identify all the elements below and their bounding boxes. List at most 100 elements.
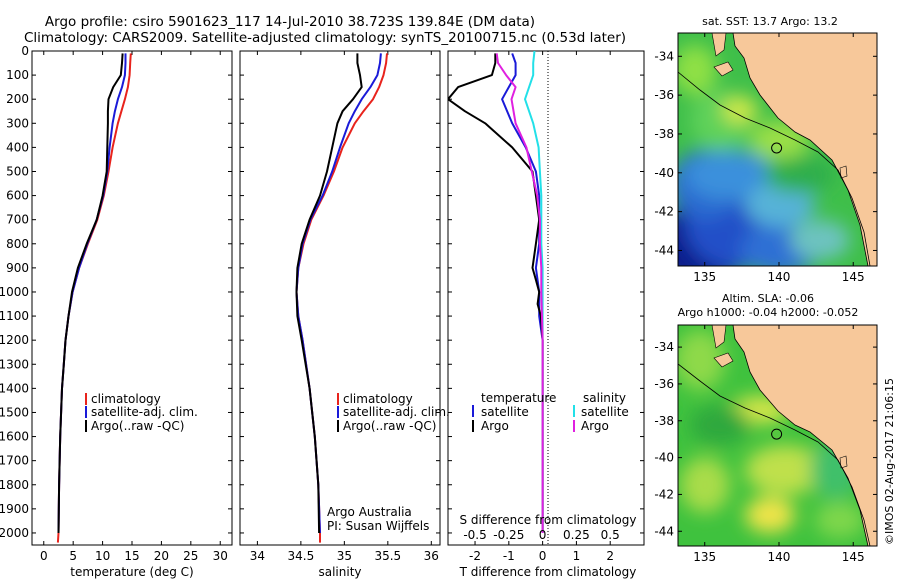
legend-label-t-argo: Argo	[481, 419, 509, 433]
x-tick-label: -1	[503, 549, 515, 563]
lat-tick-label: -38	[654, 414, 674, 428]
temperature-legend: climatology satellite-adj. clim. Argo(..…	[85, 392, 198, 433]
s-tick-label: 0	[539, 528, 547, 542]
sla-map-ticks: 135 140 145 -34 -36 -38 -40 -42 -44	[654, 325, 877, 564]
land-kangaroo-island	[713, 352, 734, 368]
difference-lines	[448, 51, 544, 533]
x-tick-label: 1	[573, 549, 581, 563]
salinity-axes-frame	[239, 50, 441, 546]
x-tick-label: 15	[124, 549, 139, 563]
legend-label-s-argo: Argo	[581, 419, 609, 433]
depth-tick-label: 900	[6, 261, 29, 275]
temperature-ticks: 0 5 10 15 20 25 30	[40, 51, 228, 563]
sst-map-ticks: 135 140 145 -34 -36 -38 -40 -42 -44	[654, 33, 877, 284]
depth-tick-label: 1400	[0, 381, 29, 395]
x-tick-label: 36	[424, 549, 439, 563]
legend-label-climatology: climatology	[91, 392, 161, 406]
salinity-xlabel: salinity	[318, 565, 361, 579]
temperature-axes-frame	[31, 50, 233, 546]
legend-header-salinity: salinity	[583, 391, 626, 405]
land-australia	[732, 325, 877, 546]
lat-tick-label: -44	[654, 243, 674, 257]
x-tick-label: 35.5	[374, 549, 401, 563]
imos-watermark: ©IMOS 02-Aug-2017 21:06:15	[883, 378, 896, 545]
depth-tick-label: 1700	[0, 454, 29, 468]
argo-location-marker	[771, 142, 783, 154]
lon-tick-label: 145	[842, 550, 865, 564]
credit-argo-australia: Argo Australia	[327, 505, 412, 519]
salinity-depth-ticks	[240, 50, 440, 534]
series-line-climatology	[295, 53, 388, 543]
sst-map: sat. SST: 13.7 Argo: 13.2	[654, 15, 878, 284]
depth-tick-label: 1800	[0, 478, 29, 492]
legend-label-s-satellite: satellite	[581, 405, 629, 419]
land-kangaroo-island	[713, 61, 734, 77]
t-difference-xlabel: T difference from climatology	[459, 565, 637, 579]
lon-tick-label: 145	[842, 270, 865, 284]
lat-tick-label: -44	[654, 524, 674, 538]
legend-label-argo: Argo(..raw -QC)	[343, 419, 436, 433]
legend-label-satellite: satellite-adj. clim.	[91, 405, 198, 419]
legend-label-t-satellite: satellite	[481, 405, 529, 419]
sla-map-frame	[677, 324, 878, 547]
sla-map-title-1: Altim. SLA: -0.06	[722, 292, 814, 305]
sst-map-title: sat. SST: 13.7 Argo: 13.2	[702, 15, 838, 28]
lat-tick-label: -38	[654, 127, 674, 141]
legend-label-argo: Argo(..raw -QC)	[91, 419, 184, 433]
x-tick-label: 0	[539, 549, 547, 563]
difference-axes-frame	[447, 50, 645, 546]
series-line-s-argo	[495, 53, 544, 533]
depth-tick-label: 800	[6, 237, 29, 251]
x-tick-label: 30	[213, 549, 228, 563]
s-tick-label: -0.5	[463, 528, 486, 542]
depth-tick-label: 1100	[0, 309, 29, 323]
lon-tick-label: 135	[693, 550, 716, 564]
depth-tick-label: 2000	[0, 526, 29, 540]
argo-location-marker	[771, 428, 783, 440]
lat-tick-label: -36	[654, 377, 674, 391]
depth-tick-label: 1600	[0, 430, 29, 444]
depth-tick-label: 300	[6, 116, 29, 130]
x-tick-label: 5	[69, 549, 77, 563]
land-australia	[732, 33, 877, 266]
depth-tick-label: 400	[6, 140, 29, 154]
lat-tick-label: -34	[654, 340, 674, 354]
s-difference-tick-labels: -0.5 -0.25 0 0.25 0.5	[463, 528, 619, 542]
title-line-1: Argo profile: csiro 5901623_117 14-Jul-2…	[45, 14, 535, 30]
difference-panel: -2 -1 0 1 2 S difference from climatology -0…	[447, 50, 645, 579]
difference-depth-ticks	[448, 50, 644, 534]
temperature-xlabel: temperature (deg C)	[70, 565, 193, 579]
lat-tick-label: -40	[654, 166, 674, 180]
x-tick-label: 35	[337, 549, 352, 563]
depth-tick-label: 700	[6, 213, 29, 227]
series-line-satellite-adj-clim-	[295, 53, 382, 534]
series-line-argo-raw-qc-	[57, 53, 124, 534]
series-line-argo-raw-qc-	[295, 53, 363, 534]
sla-field	[678, 325, 877, 546]
lat-tick-label: -42	[654, 487, 674, 501]
depth-tick-label: 1500	[0, 405, 29, 419]
lon-tick-label: 140	[768, 550, 791, 564]
legend-label-satellite: satellite-adj. clim.	[343, 405, 450, 419]
salinity-legend: climatology satellite-adj. clim. Argo(..…	[337, 392, 450, 433]
difference-ticks: -2 -1 0 1 2	[469, 51, 614, 563]
lon-tick-label: 140	[768, 270, 791, 284]
x-tick-label: 10	[95, 549, 110, 563]
depth-ticks: 0 100 200 300 400 500 600 700 800 900 1000 1100 1200…	[0, 44, 232, 540]
sla-map: Altim. SLA: -0.06 Argo h1000: -0.04 h200…	[654, 292, 878, 564]
depth-tick-label: 500	[6, 164, 29, 178]
temperature-panel: 0100200300400500600700800900100011001200…	[0, 44, 233, 579]
series-line-satellite-adj-clim-	[57, 53, 127, 534]
depth-tick-label: 100	[6, 68, 29, 82]
sst-map-frame	[677, 32, 878, 267]
depth-tick-label: 1900	[0, 502, 29, 516]
legend-header-temperature: temperature	[481, 391, 556, 405]
lat-tick-label: -34	[654, 49, 674, 63]
depth-tick-label: 1000	[0, 285, 29, 299]
depth-tick-label: 1200	[0, 333, 29, 347]
legend-label-climatology: climatology	[343, 392, 413, 406]
x-tick-label: 34	[250, 549, 265, 563]
shelf-isobath	[678, 71, 871, 266]
lat-tick-label: -42	[654, 205, 674, 219]
